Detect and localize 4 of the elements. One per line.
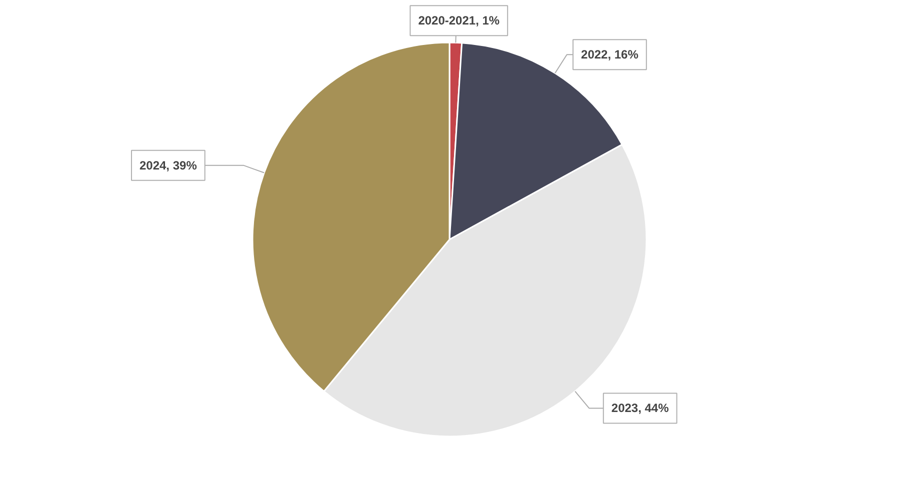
- slice-label: 2022, 16%: [581, 48, 639, 62]
- slice-label: 2020-2021, 1%: [418, 14, 500, 28]
- slice-label: 2024, 39%: [139, 158, 198, 172]
- slice-label: 2023, 44%: [611, 401, 670, 416]
